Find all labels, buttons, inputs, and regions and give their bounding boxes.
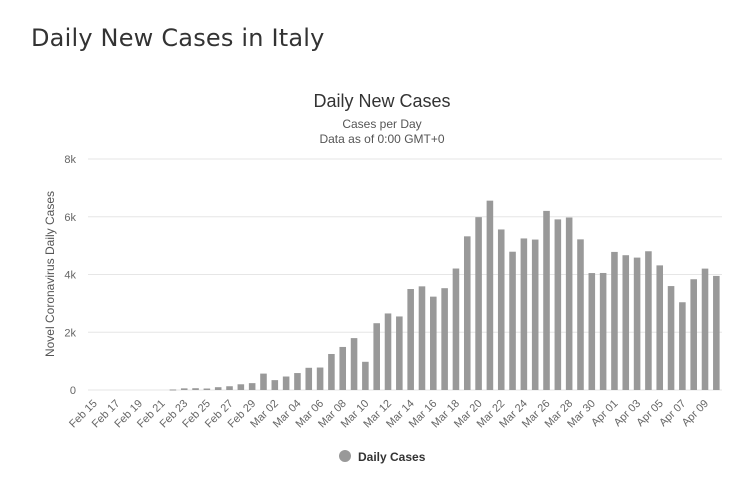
y-tick-label: 4k — [64, 270, 76, 282]
y-tick-label: 8k — [64, 154, 76, 166]
bar[interactable] — [418, 286, 426, 390]
y-axis-label: Novel Coronavirus Daily Cases — [43, 191, 57, 357]
bar[interactable] — [350, 338, 358, 390]
bar[interactable] — [497, 229, 505, 390]
y-tick-label: 2k — [64, 327, 76, 339]
bar[interactable] — [622, 255, 630, 390]
y-tick-label: 0 — [70, 385, 76, 397]
legend-marker — [339, 450, 351, 462]
bar[interactable] — [214, 387, 222, 390]
bar[interactable] — [180, 388, 188, 390]
bar[interactable] — [362, 361, 369, 390]
bar[interactable] — [588, 273, 596, 390]
bar[interactable] — [690, 279, 697, 390]
bar[interactable] — [531, 239, 539, 390]
bar[interactable] — [226, 386, 233, 390]
bar[interactable] — [203, 388, 211, 390]
legend-label: Daily Cases — [358, 450, 426, 464]
bar[interactable] — [328, 353, 335, 390]
bar[interactable] — [396, 316, 403, 390]
bar[interactable] — [316, 367, 324, 390]
page-title: Daily New Cases in Italy — [31, 24, 325, 52]
bar[interactable] — [169, 389, 177, 391]
bar[interactable] — [633, 257, 641, 390]
y-tick-label: 6k — [64, 212, 76, 224]
legend[interactable]: Daily Cases — [339, 450, 426, 464]
bar[interactable] — [645, 251, 652, 390]
bar[interactable] — [656, 265, 664, 390]
bar[interactable] — [486, 200, 494, 390]
bar[interactable] — [463, 236, 471, 390]
bar[interactable] — [701, 268, 709, 390]
bar[interactable] — [294, 373, 301, 390]
bar[interactable] — [192, 388, 199, 390]
bar[interactable] — [452, 268, 460, 390]
bar[interactable] — [713, 275, 720, 390]
bar[interactable] — [543, 210, 550, 390]
bar[interactable] — [577, 239, 584, 390]
chart-subtitle-line-2: Data as of 0:00 GMT+0 — [319, 132, 444, 146]
bar[interactable] — [520, 238, 528, 390]
chart-title: Daily New Cases — [313, 91, 450, 111]
bar[interactable] — [599, 272, 607, 390]
bar[interactable] — [282, 376, 290, 390]
bar[interactable] — [271, 380, 279, 390]
bar[interactable] — [554, 219, 562, 390]
y-axis-ticks: 0 2k 4k 6k 8k — [64, 154, 76, 397]
bar[interactable] — [430, 296, 437, 390]
bar[interactable] — [407, 289, 414, 390]
bar[interactable] — [260, 373, 267, 390]
bar[interactable] — [373, 323, 380, 390]
bar[interactable] — [339, 346, 347, 390]
bars — [169, 200, 720, 391]
bar[interactable] — [679, 302, 686, 390]
bar[interactable] — [441, 288, 448, 390]
bar[interactable] — [509, 251, 516, 390]
bar[interactable] — [611, 251, 618, 390]
bar[interactable] — [305, 367, 313, 390]
bar[interactable] — [384, 313, 392, 390]
bar[interactable] — [565, 217, 573, 390]
bar[interactable] — [237, 384, 245, 390]
bar[interactable] — [475, 217, 482, 390]
bar[interactable] — [667, 286, 675, 390]
chart-subtitle-line-1: Cases per Day — [342, 117, 421, 131]
bar[interactable] — [248, 383, 256, 390]
